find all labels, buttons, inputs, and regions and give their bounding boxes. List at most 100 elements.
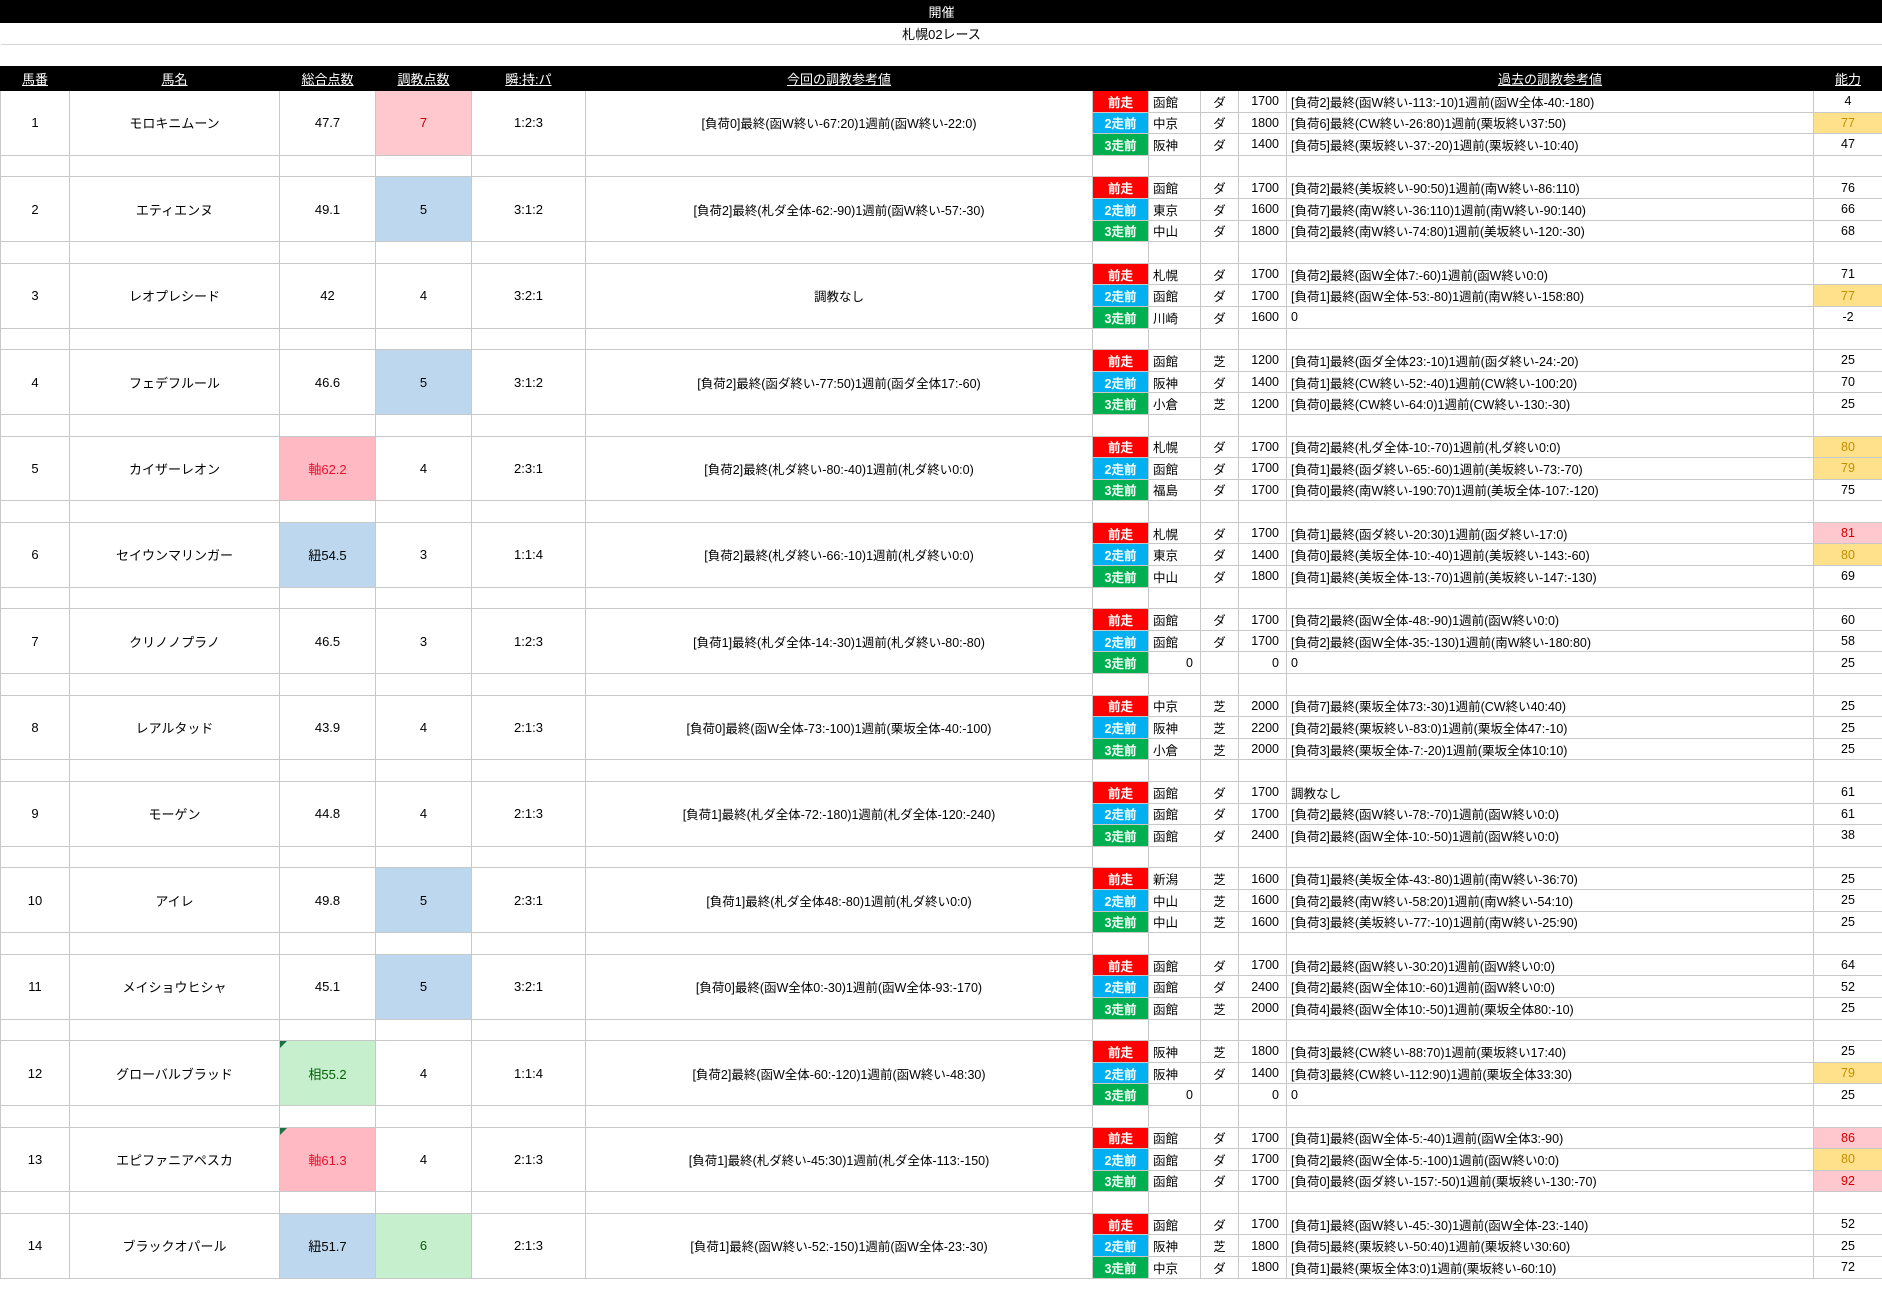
past-training-cell[interactable]: [負荷1]最終(美坂全体-13:-70)1週前(美坂終い-147:-130) xyxy=(1286,565,1814,588)
run-label-badge[interactable]: 2走前 xyxy=(1092,802,1149,826)
distance-cell[interactable]: 1700 xyxy=(1238,90,1287,113)
run-label-badge[interactable]: 2走前 xyxy=(1092,543,1149,567)
blank-cell[interactable] xyxy=(1,45,1882,67)
run-label-badge[interactable]: 前走 xyxy=(1092,781,1149,804)
surface-cell[interactable] xyxy=(1200,1083,1239,1106)
horse-name-cell[interactable]: アイレ xyxy=(69,867,280,934)
run-label-badge[interactable]: 2走前 xyxy=(1092,1234,1149,1258)
horse-name-cell[interactable]: グローバルブラッド xyxy=(69,1040,280,1106)
past-training-cell[interactable]: [負荷1]最終(函W全体-5:-40)1週前(函W全体3:-90) xyxy=(1286,1126,1814,1150)
distance-cell[interactable]: 1700 xyxy=(1238,802,1287,826)
past-training-cell[interactable]: [負荷4]最終(函W全体10:-50)1週前(栗坂全体80:-10) xyxy=(1286,996,1814,1020)
ability-cell[interactable]: 25 xyxy=(1812,1083,1882,1106)
surface-cell[interactable]: ダ xyxy=(1200,1061,1239,1085)
ability-cell[interactable]: 25 xyxy=(1812,694,1882,718)
total-score-cell[interactable]: 42 xyxy=(279,262,376,329)
run-label-badge[interactable]: 前走 xyxy=(1092,953,1149,977)
horse-number-cell[interactable]: 1 xyxy=(0,90,70,156)
surface-cell[interactable]: ダ xyxy=(1200,133,1239,156)
distance-cell[interactable]: 1700 xyxy=(1238,521,1287,545)
race-name-cell[interactable]: 札幌02レース xyxy=(0,22,1882,45)
past-training-cell[interactable]: [負荷3]最終(美坂終い-77:-10)1週前(南W終い-25:90) xyxy=(1286,910,1814,934)
run-label-badge[interactable]: 前走 xyxy=(1092,435,1149,459)
distance-cell[interactable]: 2000 xyxy=(1238,737,1287,761)
total-score-cell[interactable]: 相55.2 xyxy=(279,1040,376,1106)
current-training-cell[interactable]: 調教なし xyxy=(585,262,1093,329)
total-score-cell[interactable]: 軸62.2 xyxy=(279,435,376,502)
current-training-cell[interactable]: [負荷2]最終(函ダ終い-77:50)1週前(函ダ全体17:-60) xyxy=(585,349,1093,415)
run-label-badge[interactable]: 前走 xyxy=(1092,867,1149,890)
run-label-badge[interactable]: 前走 xyxy=(1092,1212,1149,1236)
current-training-cell[interactable]: [負荷0]最終(函W全体0:-30)1週前(函W全体-93:-170) xyxy=(585,953,1093,1020)
surface-cell[interactable]: 芝 xyxy=(1200,1040,1239,1063)
track-cell[interactable]: 中京 xyxy=(1148,111,1201,135)
total-score-cell[interactable]: 紐54.5 xyxy=(279,521,376,588)
run-label-badge[interactable]: 3走前 xyxy=(1092,133,1149,156)
ratio-cell[interactable]: 2:1:3 xyxy=(471,781,586,847)
ratio-cell[interactable]: 2:1:3 xyxy=(471,1212,586,1279)
surface-cell[interactable]: ダ xyxy=(1200,1148,1239,1171)
run-label-badge[interactable]: 前走 xyxy=(1092,694,1149,718)
current-training-cell[interactable]: [負荷1]最終(函W終い-52:-150)1週前(函W全体-23:-30) xyxy=(585,1212,1093,1279)
distance-cell[interactable]: 1700 xyxy=(1238,435,1287,459)
past-training-cell[interactable]: [負荷0]最終(CW終い-64:0)1週前(CW終い-130:-30) xyxy=(1286,392,1814,415)
ratio-cell[interactable]: 3:1:2 xyxy=(471,349,586,415)
surface-cell[interactable]: 芝 xyxy=(1200,716,1239,739)
ability-cell[interactable]: 25 xyxy=(1812,1040,1882,1063)
distance-cell[interactable]: 1700 xyxy=(1238,781,1287,804)
track-cell[interactable]: 東京 xyxy=(1148,197,1201,221)
horse-number-cell[interactable]: 9 xyxy=(0,781,70,847)
distance-cell[interactable]: 1400 xyxy=(1238,1061,1287,1085)
current-training-cell[interactable]: [負荷1]最終(札ダ全体48:-80)1週前(札ダ終い0:0) xyxy=(585,867,1093,934)
distance-cell[interactable]: 1600 xyxy=(1238,910,1287,934)
ability-cell[interactable]: 58 xyxy=(1812,629,1882,653)
surface-cell[interactable]: ダ xyxy=(1200,1126,1239,1150)
past-training-cell[interactable]: [負荷2]最終(函W全体-5:-100)1週前(函W終い0:0) xyxy=(1286,1148,1814,1171)
distance-cell[interactable]: 1700 xyxy=(1238,953,1287,977)
horse-name-cell[interactable]: ブラックオパール xyxy=(69,1212,280,1279)
track-cell[interactable]: 函館 xyxy=(1148,1148,1201,1171)
run-label-badge[interactable]: 3走前 xyxy=(1092,910,1149,934)
run-label-badge[interactable]: 2走前 xyxy=(1092,457,1149,480)
distance-cell[interactable]: 1800 xyxy=(1238,219,1287,243)
ratio-cell[interactable]: 1:1:4 xyxy=(471,521,586,588)
total-score-cell[interactable]: 44.8 xyxy=(279,781,376,847)
ability-cell[interactable]: 64 xyxy=(1812,953,1882,977)
track-cell[interactable]: 函館 xyxy=(1148,90,1201,113)
past-training-cell[interactable]: [負荷2]最終(函W全体-10:-50)1週前(函W終い0:0) xyxy=(1286,824,1814,847)
ratio-cell[interactable]: 1:1:4 xyxy=(471,1040,586,1106)
ability-cell[interactable]: 60 xyxy=(1812,608,1882,631)
track-cell[interactable]: 函館 xyxy=(1148,1169,1201,1193)
training-score-cell[interactable]: 7 xyxy=(375,90,472,156)
past-training-cell[interactable]: [負荷2]最終(南W終い-58:20)1週前(南W終い-54:10) xyxy=(1286,888,1814,912)
distance-cell[interactable]: 1600 xyxy=(1238,888,1287,912)
surface-cell[interactable]: ダ xyxy=(1200,953,1239,977)
total-score-cell[interactable]: 49.1 xyxy=(279,176,376,243)
distance-cell[interactable]: 1700 xyxy=(1238,262,1287,286)
surface-cell[interactable]: ダ xyxy=(1200,608,1239,631)
distance-cell[interactable]: 1700 xyxy=(1238,1212,1287,1236)
ability-cell[interactable]: 81 xyxy=(1812,521,1882,545)
past-training-cell[interactable]: [負荷0]最終(美坂全体-10:-40)1週前(美坂終い-143:-60) xyxy=(1286,543,1814,567)
ability-cell[interactable]: 25 xyxy=(1812,737,1882,761)
past-training-cell[interactable]: [負荷2]最終(函W終い-113:-10)1週前(函W全体-40:-180) xyxy=(1286,90,1814,113)
ability-cell[interactable]: 25 xyxy=(1812,1234,1882,1258)
run-label-badge[interactable]: 2走前 xyxy=(1092,1061,1149,1085)
total-score-cell[interactable]: 47.7 xyxy=(279,90,376,156)
track-cell[interactable]: 函館 xyxy=(1148,824,1201,847)
horse-number-cell[interactable]: 10 xyxy=(0,867,70,934)
track-cell[interactable]: 函館 xyxy=(1148,953,1201,977)
run-label-badge[interactable]: 3走前 xyxy=(1092,1169,1149,1193)
ability-cell[interactable]: 61 xyxy=(1812,802,1882,826)
surface-cell[interactable]: ダ xyxy=(1200,543,1239,567)
track-cell[interactable]: 小倉 xyxy=(1148,392,1201,415)
training-score-cell[interactable]: 4 xyxy=(375,1040,472,1106)
surface-cell[interactable]: ダ xyxy=(1200,90,1239,113)
distance-cell[interactable]: 1200 xyxy=(1238,392,1287,415)
surface-cell[interactable] xyxy=(1200,651,1239,675)
past-training-cell[interactable]: [負荷2]最終(南W終い-74:80)1週前(美坂終い-120:-30) xyxy=(1286,219,1814,243)
surface-cell[interactable]: ダ xyxy=(1200,370,1239,394)
current-training-cell[interactable]: [負荷2]最終(札ダ全体-62:-90)1週前(函W終い-57:-30) xyxy=(585,176,1093,243)
distance-cell[interactable]: 2000 xyxy=(1238,694,1287,718)
run-label-badge[interactable]: 前走 xyxy=(1092,1040,1149,1063)
